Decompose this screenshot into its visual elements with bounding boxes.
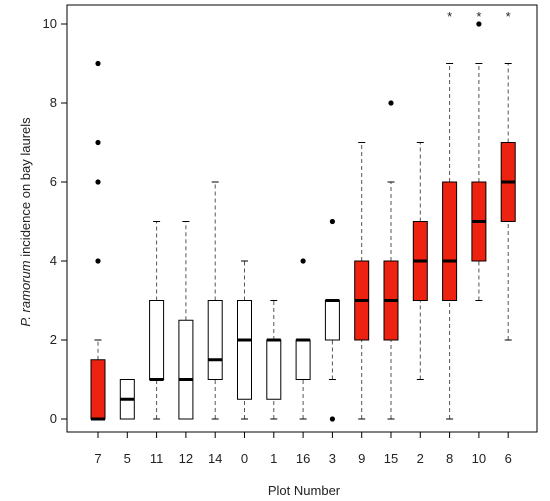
box-iqr [90,359,106,420]
outlier-point [95,258,101,264]
x-tick-label: 7 [94,451,101,466]
x-tick-label: 12 [179,451,193,466]
outlier-point [329,416,335,422]
x-axis-title: Plot Number [268,483,341,498]
box-iqr [149,300,165,380]
x-tick-label: 6 [505,451,512,466]
x-tick-label: 10 [472,451,486,466]
x-tick-label: 5 [124,451,131,466]
box-plot-6: * [500,9,516,341]
plot-frame [66,4,538,433]
y-axis-title-text: incidence on bay laurels [18,117,33,261]
box-iqr [178,319,194,420]
significance-star: * [476,9,481,24]
significance-star: * [506,9,511,24]
y-tick-label: 0 [50,411,57,426]
y-axis-title: P. ramorum incidence on bay laurels [18,117,33,327]
box-plot-9 [354,142,370,420]
outlier-point [95,179,101,185]
box-plot-16 [295,258,311,420]
box-plot-2 [412,142,428,380]
y-tick-label: 6 [50,174,57,189]
box-iqr [442,181,458,301]
x-axis: 7 5 11 12 14 0 1 16 3 9 15 2 8 10 6 [94,432,512,466]
box-iqr [237,300,252,400]
box-plot-3 [324,218,340,422]
box-plot-5 [119,379,135,420]
x-tick-label: 0 [241,451,248,466]
y-tick-label: 2 [50,332,57,347]
box-iqr [207,300,223,380]
outlier-point [95,139,101,146]
box-plot-8: * [442,9,458,420]
box-iqr [324,300,340,341]
outlier-point [388,100,394,106]
y-axis-title-species: P. ramorum [18,260,33,326]
x-tick-label: 9 [358,451,365,466]
outlier-point [476,21,482,27]
x-tick-label: 3 [329,451,336,466]
box-plot-12 [178,221,194,420]
x-tick-label: 8 [446,451,453,466]
x-tick-label: 1 [270,451,277,466]
x-tick-label: 2 [417,451,424,466]
outlier-point [95,60,101,67]
box-iqr [266,339,282,400]
y-tick-label: 10 [43,16,57,31]
box-plot-0 [237,260,252,420]
box-iqr [295,339,311,380]
x-tick-label: 14 [208,451,222,466]
box-plot-14 [207,181,223,420]
significance-star: * [447,9,452,24]
x-tick-label: 15 [384,451,398,466]
box-plot-11 [149,221,165,420]
box-plot-1 [266,300,282,420]
boxes-group: * * * [90,9,516,422]
y-tick-label: 8 [50,95,57,110]
x-tick-label: 11 [150,451,164,466]
outlier-point [300,258,306,264]
box-plot-15 [383,100,399,420]
y-tick-label: 4 [50,253,57,268]
x-tick-label: 16 [296,451,310,466]
box-plot-10: * [471,9,487,301]
outlier-point [329,218,335,225]
box-plot-7 [90,60,106,421]
y-axis: 0 2 4 6 8 10 [43,16,67,426]
